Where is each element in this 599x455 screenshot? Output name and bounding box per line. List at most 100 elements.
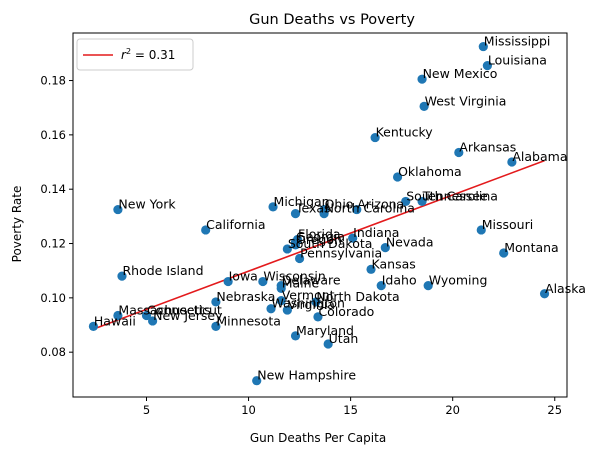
data-point bbox=[380, 242, 390, 253]
data-point-label: New Mexico bbox=[423, 66, 498, 81]
data-point-label: Texas bbox=[295, 201, 331, 216]
data-point-label: Minnesota bbox=[216, 313, 281, 328]
points-layer bbox=[88, 41, 550, 386]
data-point-label: Nevada bbox=[386, 235, 434, 250]
data-point bbox=[282, 305, 292, 315]
y-tick-label: 0.08 bbox=[40, 345, 66, 359]
data-point-label: South Dakota bbox=[288, 236, 373, 251]
data-point-label: Connecticut bbox=[147, 303, 222, 318]
x-axis-label: Gun Deaths Per Capita bbox=[250, 431, 386, 445]
data-point bbox=[539, 289, 550, 299]
data-point-label: Massachusetts bbox=[118, 303, 210, 318]
legend-label-value: = 0.31 bbox=[131, 48, 175, 62]
data-point-label: Iowa bbox=[229, 269, 258, 284]
x-tick-label: 10 bbox=[241, 403, 256, 417]
y-axis-ticks: 0.08 0.10 0.12 0.14 0.16 0.18 bbox=[40, 74, 73, 359]
data-point-label: Maine bbox=[282, 275, 320, 290]
x-axis-ticks: 5 10 15 20 25 bbox=[143, 397, 562, 417]
x-tick-label: 5 bbox=[143, 403, 150, 417]
data-point-label: Hawaii bbox=[94, 313, 136, 328]
data-point bbox=[499, 248, 509, 258]
data-point bbox=[252, 376, 262, 386]
data-point-label: Washington bbox=[272, 296, 345, 311]
data-point-label: Rhode Island bbox=[122, 263, 203, 278]
data-point-label: Tennessee bbox=[422, 188, 488, 203]
data-point bbox=[211, 321, 221, 331]
data-point-label: Michigan bbox=[274, 194, 330, 209]
data-point bbox=[417, 74, 427, 84]
data-point-label: Maryland bbox=[296, 323, 354, 338]
data-point bbox=[201, 225, 211, 235]
data-point-label: Arizona bbox=[357, 197, 404, 212]
data-point bbox=[366, 264, 376, 274]
data-point-label: Idaho bbox=[382, 273, 417, 288]
data-point bbox=[392, 172, 403, 182]
y-tick-label: 0.14 bbox=[40, 182, 66, 196]
data-point-label: Indiana bbox=[353, 225, 399, 240]
data-point-label: Utah bbox=[329, 331, 359, 346]
data-point bbox=[276, 295, 286, 306]
data-point-label: Wyoming bbox=[429, 273, 488, 288]
data-point-label: Virginia bbox=[288, 297, 335, 312]
data-point bbox=[276, 283, 286, 293]
data-point-label: West Virginia bbox=[425, 93, 507, 108]
data-point-label: Montana bbox=[504, 240, 559, 255]
y-tick-label: 0.12 bbox=[40, 237, 66, 251]
data-point bbox=[476, 225, 486, 235]
data-point-label: Florida bbox=[298, 226, 341, 241]
data-point bbox=[352, 204, 362, 215]
data-point bbox=[117, 271, 127, 281]
data-point bbox=[113, 204, 123, 215]
data-point bbox=[290, 331, 301, 341]
data-point bbox=[376, 281, 386, 291]
data-point bbox=[258, 276, 268, 287]
data-point-label: Mississippi bbox=[484, 34, 551, 49]
chart-title: Gun Deaths vs Poverty bbox=[249, 12, 415, 28]
data-point-label: Colorado bbox=[318, 304, 374, 319]
data-point bbox=[141, 310, 152, 321]
data-point bbox=[88, 321, 99, 331]
data-point bbox=[266, 304, 276, 314]
data-point-label: Vermont bbox=[282, 288, 335, 303]
axes-frame bbox=[72, 32, 568, 398]
data-point-label: Delaware bbox=[282, 273, 341, 288]
data-point bbox=[478, 41, 488, 52]
data-point bbox=[282, 244, 292, 254]
data-point-label: Missouri bbox=[482, 217, 533, 232]
data-point bbox=[113, 310, 123, 321]
data-point bbox=[401, 196, 411, 207]
data-point bbox=[323, 339, 333, 349]
data-point bbox=[417, 196, 427, 207]
data-point-label: Pennsylvania bbox=[300, 245, 382, 260]
data-point bbox=[319, 209, 329, 219]
data-point bbox=[370, 132, 380, 143]
y-tick-label: 0.18 bbox=[40, 74, 66, 88]
data-point bbox=[348, 233, 358, 243]
data-point-label: Arkansas bbox=[459, 140, 516, 155]
y-axis-label: Poverty Rate bbox=[10, 186, 24, 263]
data-point bbox=[290, 209, 301, 219]
data-point-label: New Hampshire bbox=[257, 368, 356, 383]
data-point-label: South Carolina bbox=[406, 188, 498, 203]
data-point bbox=[211, 297, 221, 307]
data-point-label: North Dakota bbox=[316, 289, 399, 304]
data-point-label: Alaska bbox=[545, 281, 586, 296]
data-point bbox=[294, 253, 305, 264]
data-point-label: California bbox=[206, 217, 265, 232]
x-tick-label: 15 bbox=[343, 403, 358, 417]
data-point-label: New York bbox=[118, 197, 176, 212]
legend-label-variable: r bbox=[121, 48, 127, 62]
data-point-label: New Jersey bbox=[153, 308, 223, 323]
data-point-label: Kansas bbox=[372, 256, 416, 271]
legend: r2 = 0.31 bbox=[76, 38, 194, 71]
regression-line bbox=[93, 159, 545, 330]
data-point-label: Georgia bbox=[296, 229, 345, 244]
data-point bbox=[313, 312, 323, 322]
legend-box bbox=[76, 38, 194, 71]
data-point-label: Oregon bbox=[296, 232, 342, 247]
legend-label: r2 = 0.31 bbox=[121, 47, 175, 62]
